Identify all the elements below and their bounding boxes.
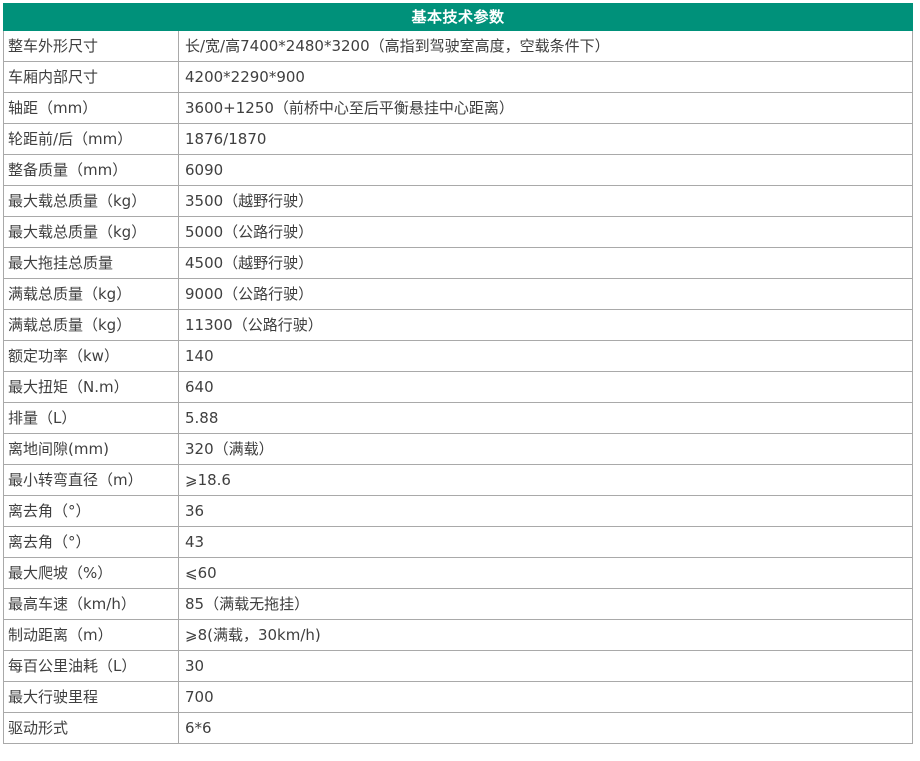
spec-value: 700 (177, 681, 914, 713)
table-row: 最大拖挂总质量 4500（越野行驶） (3, 247, 914, 279)
table-row: 离去角（°） 36 (3, 495, 914, 527)
table-row: 整车外形尺寸 长/宽/高7400*2480*3200（高指到驾驶室高度，空载条件下… (3, 30, 914, 62)
spec-label: 满载总质量（kg） (3, 278, 179, 310)
table-row: 满载总质量（kg） 11300（公路行驶） (3, 309, 914, 341)
table-row: 最大爬坡（%） ⩽60 (3, 557, 914, 589)
table-row: 最大载总质量（kg） 5000（公路行驶） (3, 216, 914, 248)
spec-label: 最大行驶里程 (3, 681, 179, 713)
spec-value: 5.88 (177, 402, 914, 434)
spec-value: 11300（公路行驶） (177, 309, 914, 341)
table-row: 排量（L） 5.88 (3, 402, 914, 434)
table-row: 最大载总质量（kg） 3500（越野行驶） (3, 185, 914, 217)
spec-value: 4200*2290*900 (177, 61, 914, 93)
spec-label: 离地间隙(mm) (3, 433, 179, 465)
spec-label: 满载总质量（kg） (3, 309, 179, 341)
table-body: 整车外形尺寸 长/宽/高7400*2480*3200（高指到驾驶室高度，空载条件下… (3, 30, 914, 744)
spec-value: 320（满载） (177, 433, 914, 465)
table-row: 轮距前/后（mm） 1876/1870 (3, 123, 914, 155)
spec-value: ⩽60 (177, 557, 914, 589)
spec-value: 3600+1250（前桥中心至后平衡悬挂中心距离） (177, 92, 914, 124)
spec-label: 整车外形尺寸 (3, 30, 179, 62)
spec-value: 6*6 (177, 712, 914, 744)
spec-value: 30 (177, 650, 914, 682)
spec-label: 最大载总质量（kg） (3, 216, 179, 248)
spec-label: 整备质量（mm） (3, 154, 179, 186)
spec-value: 长/宽/高7400*2480*3200（高指到驾驶室高度，空载条件下） (177, 30, 914, 62)
spec-label: 最大载总质量（kg） (3, 185, 179, 217)
spec-label: 最大扭矩（N.m） (3, 371, 179, 403)
spec-label: 离去角（°） (3, 526, 179, 558)
table-row: 最大行驶里程 700 (3, 681, 914, 713)
specifications-table: 基本技术参数 整车外形尺寸 长/宽/高7400*2480*3200（高指到驾驶室高… (2, 3, 914, 744)
spec-label: 排量（L） (3, 402, 179, 434)
spec-label: 最高车速（km/h） (3, 588, 179, 620)
spec-label: 最大爬坡（%） (3, 557, 179, 589)
table-row: 满载总质量（kg） 9000（公路行驶） (3, 278, 914, 310)
table-row: 整备质量（mm） 6090 (3, 154, 914, 186)
spec-value: 36 (177, 495, 914, 527)
spec-value: 140 (177, 340, 914, 372)
spec-label: 车厢内部尺寸 (3, 61, 179, 93)
spec-value: 3500（越野行驶） (177, 185, 914, 217)
spec-label: 制动距离（m） (3, 619, 179, 651)
spec-value: 6090 (177, 154, 914, 186)
spec-value: 85（满载无拖挂） (177, 588, 914, 620)
spec-value: ⩾18.6 (177, 464, 914, 496)
spec-value: 43 (177, 526, 914, 558)
table-row: 驱动形式 6*6 (3, 712, 914, 744)
spec-label: 轴距（mm） (3, 92, 179, 124)
table-row: 离地间隙(mm) 320（满载） (3, 433, 914, 465)
spec-label: 轮距前/后（mm） (3, 123, 179, 155)
spec-value: 9000（公路行驶） (177, 278, 914, 310)
spec-label: 最小转弯直径（m） (3, 464, 179, 496)
table-row: 制动距离（m） ⩾8(满载，30km/h) (3, 619, 914, 651)
spec-label: 驱动形式 (3, 712, 179, 744)
table-row: 最高车速（km/h） 85（满载无拖挂） (3, 588, 914, 620)
spec-value: ⩾8(满载，30km/h) (177, 619, 914, 651)
table-title-row: 基本技术参数 (2, 3, 914, 31)
table-row: 每百公里油耗（L） 30 (3, 650, 914, 682)
table-header: 基本技术参数 (2, 3, 914, 31)
table-row: 额定功率（kw） 140 (3, 340, 914, 372)
table-row: 最小转弯直径（m） ⩾18.6 (3, 464, 914, 496)
spec-value: 4500（越野行驶） (177, 247, 914, 279)
spec-value: 640 (177, 371, 914, 403)
spec-label: 最大拖挂总质量 (3, 247, 179, 279)
table-row: 离去角（°） 43 (3, 526, 914, 558)
table-row: 最大扭矩（N.m） 640 (3, 371, 914, 403)
table-title: 基本技术参数 (2, 3, 914, 31)
spec-label: 离去角（°） (3, 495, 179, 527)
table-row: 车厢内部尺寸 4200*2290*900 (3, 61, 914, 93)
spec-label: 额定功率（kw） (3, 340, 179, 372)
spec-value: 5000（公路行驶） (177, 216, 914, 248)
table-row: 轴距（mm） 3600+1250（前桥中心至后平衡悬挂中心距离） (3, 92, 914, 124)
spec-value: 1876/1870 (177, 123, 914, 155)
spec-label: 每百公里油耗（L） (3, 650, 179, 682)
